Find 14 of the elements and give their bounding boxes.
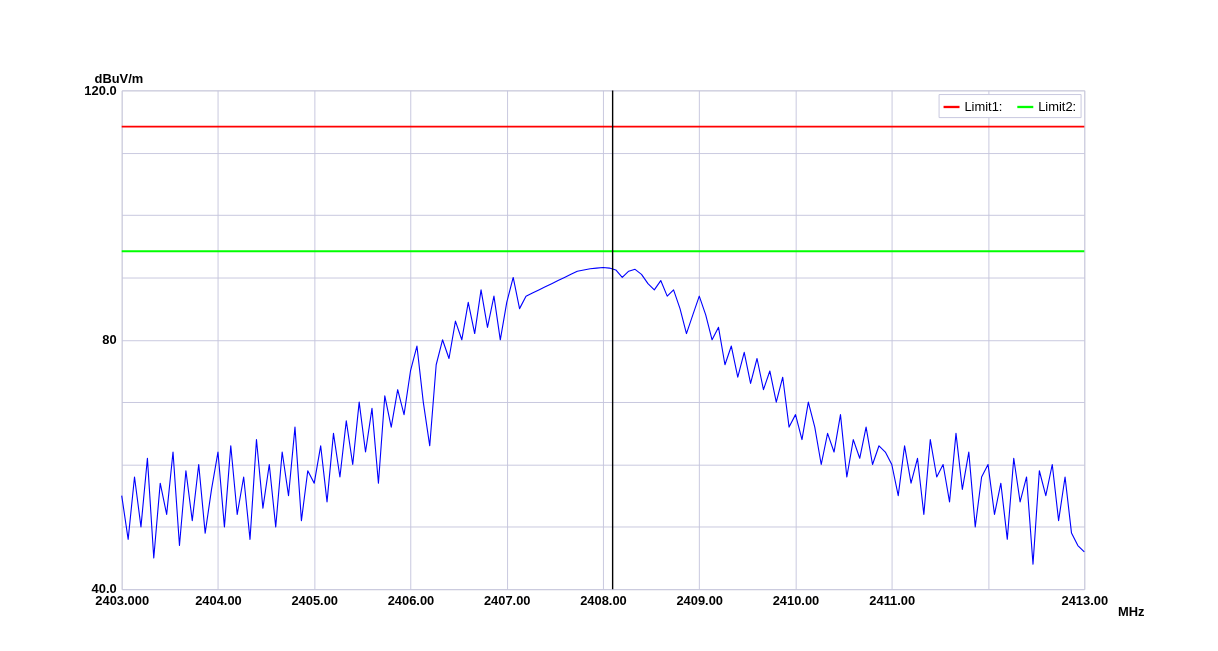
legend-label: Limit1: [964,98,1003,114]
x-tick-label: 2406.00 [387,593,435,609]
x-axis-title: MHz [1117,604,1145,620]
x-tick-label: 2411.00 [869,593,916,609]
x-tick-label: 2405.00 [291,593,338,609]
legend-label: Limit2: [1038,98,1077,114]
x-tick-label: 2404.00 [195,593,242,609]
line-series [121,266,1085,565]
x-tick-label: 2413.00 [1061,593,1109,609]
x-tick-label: 2410.00 [772,593,820,609]
x-tick-label: 2409.00 [676,593,724,609]
x-tick-label: 2407.00 [483,593,531,609]
x-tick-label: 2408.00 [580,593,627,609]
y-tick-label: 80 [102,331,117,347]
